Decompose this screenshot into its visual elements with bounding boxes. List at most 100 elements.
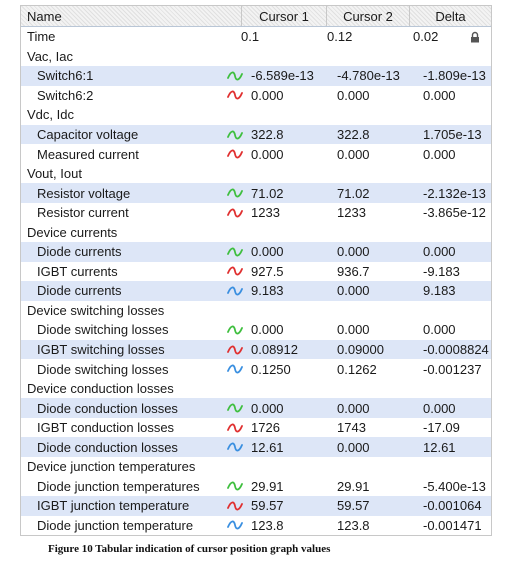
table-row[interactable]: IGBT junction temperature 59.57 59.57 -0.00… [21,496,491,516]
delta-value: -17.09 [423,420,460,436]
delta-value: 9.183 [423,283,456,299]
cursor2-value: 0.000 [337,400,370,416]
red-wave-icon [223,86,247,105]
table-row[interactable]: IGBT conduction losses 1726 1743 -17.09 [21,418,491,438]
delta-value: 12.61 [423,439,456,455]
table-row[interactable]: Switch6:1 -6.589e-13 -4.780e-13 -1.809e-13 [21,66,491,86]
group-row[interactable]: Device currents [21,222,491,242]
row-name: Diode junction temperatures [37,478,200,494]
cursor1-value: 0.000 [251,244,284,260]
green-wave-icon [223,399,247,418]
cursor1-value: 1233 [251,205,280,221]
cursor2-value: 29.91 [337,478,370,494]
row-name: Vac, Iac [27,48,74,64]
row-name: Diode junction temperature [37,517,194,533]
row-name: Vout, Iout [27,166,82,182]
table-body: Time 0.1 0.12 0.02 Vac, Iac Switch6:1 -6.589e-… [21,27,491,535]
row-name: Capacitor voltage [37,127,139,142]
green-wave-icon [223,477,247,496]
table-row[interactable]: Diode switching losses 0.000 0.000 0.000 [21,320,491,340]
red-wave-icon [223,496,247,515]
group-row[interactable]: Vac, Iac [21,47,491,67]
red-wave-icon [223,262,247,281]
green-wave-icon [223,66,247,85]
table-row[interactable]: IGBT switching losses 0.08912 0.09000 -0.00… [21,339,491,360]
table-row[interactable]: Diode switching losses 0.1250 0.1262 -0.001… [21,359,491,379]
red-wave-icon [223,145,247,164]
delta-value: 0.000 [423,87,456,103]
table-row[interactable]: Diode junction temperatures 29.91 29.91 -5.… [21,477,491,497]
green-wave-icon [223,184,247,203]
cursor2-value: -4.780e-13 [337,68,400,84]
cursor1-value: 12.61 [251,439,284,455]
group-row[interactable]: Vout, Iout [21,164,491,184]
row-name: Diode switching losses [37,322,169,338]
table-row[interactable]: Resistor voltage 71.02 71.02 -2.132e-13 [21,183,491,203]
delta-value: -0.0008824 [423,342,489,358]
cursor1-value: 59.57 [251,498,284,514]
row-name: Diode currents [37,283,122,299]
table-row[interactable]: Resistor current 1233 1233 -3.865e-12 [21,203,491,223]
row-name: IGBT conduction losses [37,420,175,436]
cursor1-value: 71.02 [251,185,284,201]
group-row[interactable]: Device conduction losses [21,379,491,399]
table-row[interactable]: Diode currents 9.183 0.000 9.183 [21,281,491,301]
group-row[interactable]: Vdc, Idc [21,105,491,125]
cursor2-value: 1233 [337,205,366,221]
table-row[interactable]: Diode conduction losses 0.000 0.000 0.000 [21,398,491,418]
column-header-cursor2[interactable]: Cursor 2 [326,6,409,26]
cursor2-value: 0.000 [337,244,370,260]
blue-wave-icon [223,438,247,457]
blue-wave-icon [223,281,247,300]
row-name: Device currents [27,224,118,240]
cursor1-value: 123.8 [251,517,284,533]
cursor2-value: 0.000 [337,146,370,162]
cursor2-value: 59.57 [337,498,370,514]
cursor1-value: 927.5 [251,263,284,279]
delta-value: 0.000 [423,322,456,338]
row-name: Measured current [37,146,139,162]
cursor2-value: 0.000 [337,283,370,299]
red-wave-icon [223,418,247,437]
table-row[interactable]: Switch6:2 0.000 0.000 0.000 [21,86,491,106]
delta-value: 0.000 [423,400,456,416]
cursor1-value: 29.91 [251,478,284,494]
row-name: Diode conduction losses [37,400,178,416]
cursor2-value: 0.000 [337,87,370,103]
delta-value: -0.001064 [423,498,482,514]
red-wave-icon [223,340,247,359]
row-name: Device junction temperatures [27,459,196,475]
blue-wave-icon [223,516,247,535]
cursor1-value: 322.8 [251,127,284,142]
delta-value: -9.183 [423,263,460,279]
cursor1-value: 1726 [251,420,280,436]
row-name: Switch6:2 [37,87,94,103]
green-wave-icon [223,242,247,261]
table-row[interactable]: Diode conduction losses 12.61 0.000 12.61 [21,437,491,458]
table-row[interactable]: Diode junction temperature 123.8 123.8 -0.0… [21,516,491,536]
table-row[interactable]: Capacitor voltage 322.8 322.8 1.705e-13 [21,124,491,145]
delta-value: 0.000 [423,244,456,260]
table-row[interactable]: Time 0.1 0.12 0.02 [21,27,491,47]
table-row[interactable]: Measured current 0.000 0.000 0.000 [21,144,491,164]
group-row[interactable]: Device junction temperatures [21,457,491,477]
cursor2-value: 123.8 [337,517,370,533]
green-wave-icon [223,125,247,144]
row-name: Diode switching losses [37,361,169,377]
cursor2-value: 936.7 [337,263,370,279]
column-header-name[interactable]: Name [27,8,62,24]
cursor1-value: 0.08912 [251,342,298,358]
delta-value: 1.705e-13 [423,127,482,142]
table-row[interactable]: Diode currents 0.000 0.000 0.000 [21,242,491,262]
column-header-cursor1[interactable]: Cursor 1 [241,6,326,26]
cursor1-value: 0.000 [251,322,284,338]
row-name: Diode currents [37,244,122,260]
column-header-delta[interactable]: Delta [409,6,491,26]
row-name: Device switching losses [27,302,165,318]
red-wave-icon [223,203,247,222]
table-row[interactable]: IGBT currents 927.5 936.7 -9.183 [21,262,491,282]
cursor1-value: 0.000 [251,87,284,103]
delta-value: 0.02 [413,29,439,45]
group-row[interactable]: Device switching losses [21,301,491,321]
lock-icon[interactable] [469,31,481,43]
